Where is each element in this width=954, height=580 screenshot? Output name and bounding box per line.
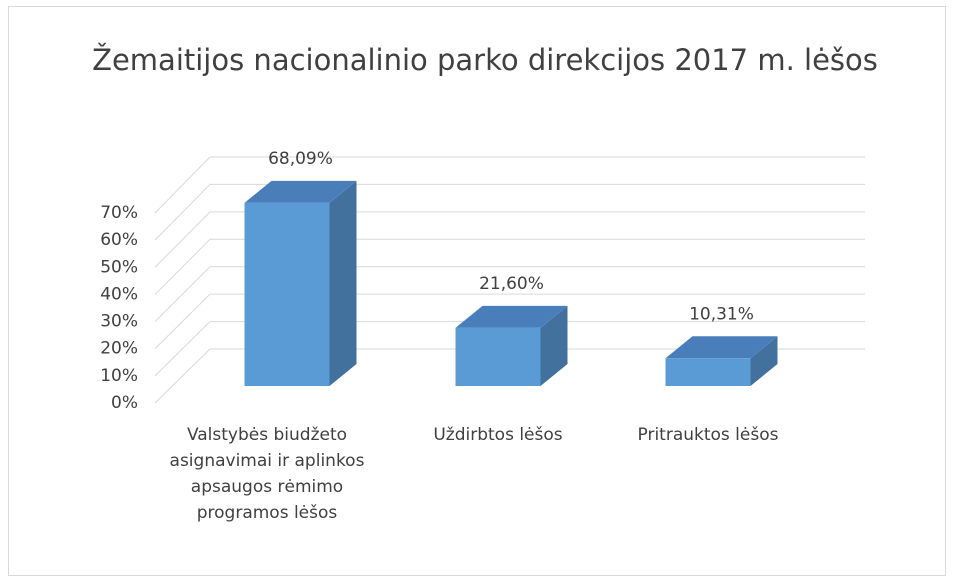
y-tick-label: 30% [100, 312, 138, 332]
bar-front [665, 358, 751, 386]
grid-line [154, 211, 211, 268]
y-tick-label: 70% [100, 203, 138, 223]
x-tick-label: Pritrauktos lėšos [637, 425, 779, 445]
grid-line [154, 348, 211, 404]
grid-line [154, 266, 211, 322]
grid-line [154, 156, 211, 214]
grid-line [154, 321, 211, 377]
bar-top [455, 305, 568, 328]
bar-side [750, 336, 778, 386]
y-tick-label: 20% [100, 339, 138, 359]
grid-line [154, 293, 211, 350]
chart-frame [8, 6, 946, 576]
y-tick-label: 0% [111, 393, 138, 413]
y-tick-label: 10% [100, 366, 138, 386]
y-tick-label: 50% [100, 257, 138, 277]
bar-front [244, 202, 330, 386]
y-tick-label: 40% [100, 284, 138, 304]
bar-side [329, 180, 357, 386]
bar-top [665, 336, 778, 359]
bar [455, 305, 568, 386]
bar [665, 336, 778, 386]
data-label: 68,09% [268, 149, 333, 169]
data-label: 10,31% [689, 304, 754, 324]
bar-top [244, 180, 357, 203]
x-tick-label: Uždirbtos lėšos [433, 425, 563, 445]
bar [244, 180, 357, 386]
data-label: 21,60% [479, 274, 544, 294]
grid-line [154, 238, 211, 295]
x-tick-label: Valstybės biudžeto asignavimai ir aplink… [169, 425, 365, 523]
y-tick-label: 60% [100, 230, 138, 250]
grid-line [154, 184, 211, 241]
bar-front [455, 327, 541, 386]
chart-title: Žemaitijos nacionalinio parko direkcijos… [92, 43, 878, 77]
bar-side [540, 305, 568, 386]
